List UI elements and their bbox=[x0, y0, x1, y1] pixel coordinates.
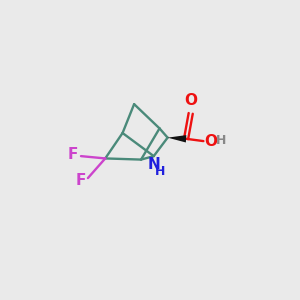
Text: F: F bbox=[75, 173, 85, 188]
Text: N: N bbox=[147, 157, 160, 172]
Text: F: F bbox=[67, 148, 77, 163]
Text: O: O bbox=[205, 134, 218, 148]
Polygon shape bbox=[168, 135, 186, 142]
Text: H: H bbox=[155, 165, 165, 178]
Text: O: O bbox=[184, 93, 197, 108]
Text: H: H bbox=[215, 134, 226, 147]
